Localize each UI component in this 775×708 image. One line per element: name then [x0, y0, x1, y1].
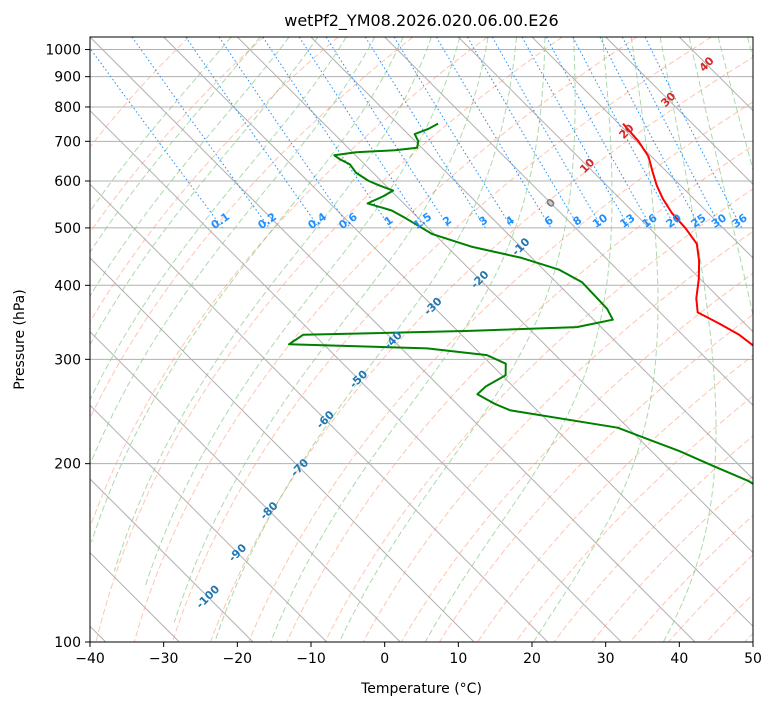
y-tick-label: 100 [54, 635, 81, 651]
dry-adiabat-line [248, 101, 753, 642]
isotherm-line [90, 109, 622, 642]
isotherm-line [531, 37, 753, 259]
dewpoint-profile-line [288, 122, 753, 486]
mixing-ratio-line [393, 37, 513, 229]
y-axis-title: Pressure (hPa) [12, 289, 28, 389]
moist-adiabat-line [90, 37, 290, 298]
moist-adiabat-line [90, 37, 261, 254]
mixing-ratio-line [467, 37, 580, 229]
x-tick-label: −10 [296, 651, 326, 667]
profile-lines [288, 122, 753, 486]
moist-adiabat-line [90, 37, 347, 401]
dry-adiabat-line [210, 56, 753, 642]
x-tick-label: 10 [449, 651, 467, 667]
dry-adiabat-line [90, 37, 190, 148]
mixing-ratio-line [131, 37, 270, 229]
plot-background [90, 37, 753, 642]
mixing-ratio-line [491, 37, 603, 229]
isotherm-line [90, 404, 328, 642]
dry-adiabat-line [90, 37, 339, 323]
mixing-ratio-line [521, 37, 630, 229]
x-tick-label: 30 [597, 651, 615, 667]
x-tick-label: −30 [149, 651, 179, 667]
moist-adiabat-line [173, 37, 489, 623]
isotherm-line [605, 37, 753, 186]
moist-adiabat-line [533, 37, 659, 642]
background-lines [90, 37, 753, 642]
x-axis-title: Temperature (°C) [360, 681, 482, 697]
x-tick-label: −20 [223, 651, 253, 667]
mixing-ratio-line [435, 37, 552, 229]
moist-adiabat-line [659, 37, 717, 642]
mixing-ratio-line [185, 37, 320, 229]
isotherm-line [90, 257, 475, 642]
plot-frame [89, 36, 754, 643]
temperature-profile-line [622, 122, 753, 347]
x-tick-label: 20 [523, 651, 541, 667]
moist-adiabat-line [90, 37, 319, 346]
chart-title: wetPf2_YM08.2026.020.06.00.E26 [284, 11, 558, 31]
y-tick-label: 800 [54, 100, 81, 116]
y-tick-label: 600 [54, 174, 81, 190]
mixing-ratio-line [545, 37, 653, 229]
dry-adiabat-line [133, 37, 638, 642]
y-tick-label: 200 [54, 457, 81, 473]
isotherm-line [90, 183, 549, 642]
y-tick-label: 400 [54, 278, 81, 294]
moist-adiabat-line [91, 37, 404, 543]
mixing-ratio-line [325, 37, 450, 229]
dry-adiabat-line [591, 475, 753, 642]
dry-adiabat-line [438, 313, 753, 642]
moist-adiabat-line [144, 37, 461, 588]
isotherm-line [90, 478, 254, 642]
dry-adiabat-line [553, 435, 753, 642]
dry-adiabat-line [629, 514, 753, 642]
dry-adiabat-line [400, 272, 753, 642]
moist-adiabat-line [424, 37, 613, 642]
y-tick-label: 900 [54, 70, 81, 86]
dry-adiabat-line [90, 37, 488, 529]
dry-adiabat-line [477, 354, 753, 642]
moist-adiabat-line [338, 37, 576, 642]
moist-adiabat-line [270, 37, 546, 642]
x-tick-label: 50 [744, 651, 762, 667]
y-tick-label: 700 [54, 134, 81, 150]
x-tick-label: 0 [380, 651, 389, 667]
y-tick-label: 300 [54, 352, 81, 368]
isotherm-line [310, 37, 753, 480]
moist-adiabat-line [688, 37, 753, 318]
isotherm-line [163, 37, 753, 628]
mixing-ratio-line [572, 37, 677, 229]
y-tick-label: 500 [54, 221, 81, 237]
mixing-ratio-line [218, 37, 351, 229]
isotherm-line [457, 37, 753, 333]
dry-adiabat-line [515, 395, 753, 642]
isotherm-line [90, 37, 696, 642]
dry-adiabat-line [324, 188, 753, 642]
x-tick-label: −40 [75, 651, 105, 667]
mixing-ratio-line [90, 47, 223, 229]
dry-adiabat-line [95, 37, 563, 642]
moist-adiabat-line [90, 37, 232, 213]
moist-adiabat-line [214, 37, 517, 642]
x-tick-label: 40 [670, 651, 688, 667]
isotherm-line [384, 37, 753, 407]
dry-adiabat-line [90, 37, 414, 420]
isotherm-line [90, 330, 401, 642]
dry-adiabat-line [286, 145, 753, 642]
axes: −40 −30 −20 −10 0 10 20 30 40 50 100 200 300 400 500 60… [45, 43, 762, 667]
isotherm-line [236, 37, 753, 554]
y-tick-label: 1000 [45, 43, 81, 59]
mixing-ratio-line [364, 37, 486, 229]
